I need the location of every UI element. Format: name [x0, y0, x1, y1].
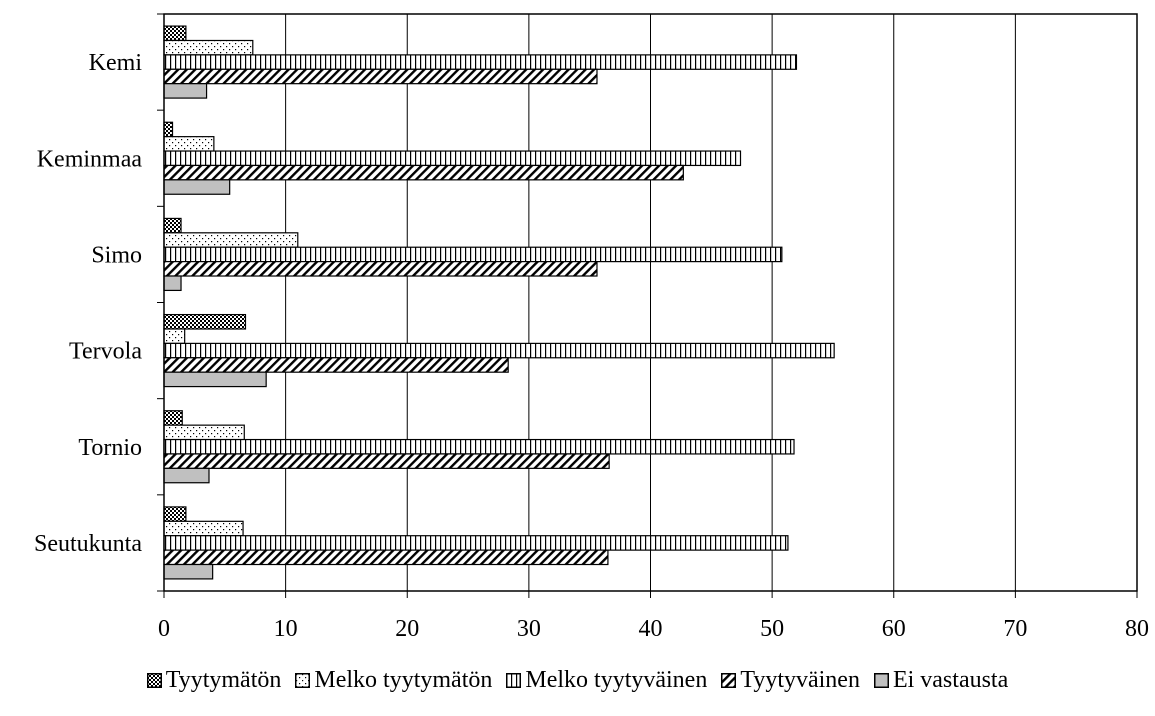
- bar-keminmaa-checker-dark: [163, 121, 174, 138]
- bar-simo-vertical-lines: [163, 246, 783, 263]
- bar-simo-dots: [163, 232, 299, 248]
- bar-seutukunta-diagonal-lines: [163, 549, 609, 566]
- bar-keminmaa-solid-gray: [163, 179, 231, 195]
- bar-tornio-checker-dark: [163, 410, 183, 426]
- x-tick-label-0: 0: [158, 616, 170, 642]
- bar-seutukunta-dots: [163, 520, 244, 537]
- legend-swatch-vertical-lines: [506, 673, 522, 688]
- x-tick-label-70: 70: [1003, 616, 1027, 642]
- legend-item-vertical-lines: Melko tyytyväinen: [506, 667, 707, 694]
- bar-simo-checker-dark: [163, 217, 182, 234]
- legend-label: Melko tyytyväinen: [525, 667, 708, 693]
- category-label-seutukunta: Seutukunta: [34, 531, 142, 557]
- x-tick-label-60: 60: [882, 616, 906, 642]
- bar-tornio-solid-gray: [163, 467, 210, 484]
- bar-tervola-diagonal-lines: [163, 357, 509, 373]
- x-tick-label-30: 30: [517, 616, 541, 642]
- x-tick-label-10: 10: [274, 616, 298, 642]
- bar-keminmaa-diagonal-lines: [163, 164, 684, 181]
- bar-kemi-dots: [163, 39, 254, 56]
- x-tick-label-50: 50: [760, 616, 784, 642]
- bar-tervola-solid-gray: [163, 371, 267, 388]
- category-labels: Kemi Keminmaa Simo Tervola Tornio Seutukunta: [34, 50, 142, 557]
- bar-kemi-solid-gray: [163, 83, 208, 99]
- gridlines: [285, 14, 1016, 591]
- legend-swatch-diagonal-lines: [721, 673, 737, 688]
- legend-swatch-dots: [295, 673, 311, 688]
- legend-label: Ei vastausta: [892, 667, 1009, 693]
- legend-label: Tyytyväinen: [740, 667, 860, 693]
- category-label-keminmaa: Keminmaa: [37, 146, 143, 172]
- bar-keminmaa-vertical-lines: [163, 150, 742, 167]
- bar-seutukunta-vertical-lines: [163, 535, 789, 551]
- bar-seutukunta-checker-dark: [163, 506, 187, 522]
- x-tick-label-80: 80: [1125, 616, 1149, 642]
- legend-swatch-checker-dark: [146, 673, 162, 688]
- category-label-tornio: Tornio: [78, 435, 142, 461]
- bar-tornio-diagonal-lines: [163, 453, 610, 469]
- bar-tornio-dots: [163, 424, 245, 441]
- x-tick-label-20: 20: [395, 616, 419, 642]
- bar-seutukunta-solid-gray: [163, 563, 214, 580]
- legend-item-solid-gray: Ei vastausta: [873, 667, 1009, 694]
- x-tick-labels: 0 10 20 30 40 50 60 70 80: [158, 616, 1149, 642]
- legend-swatch-solid-gray: [873, 673, 889, 688]
- category-label-kemi: Kemi: [89, 50, 143, 76]
- bar-tornio-vertical-lines: [163, 438, 795, 455]
- bar-simo-diagonal-lines: [163, 261, 598, 277]
- bar-simo-solid-gray: [163, 275, 182, 292]
- legend-label: Tyytymätön: [165, 667, 282, 693]
- legend: Tyytymätön Melko tyytymätön Melko tyytyväi…: [0, 667, 1155, 694]
- bar-keminmaa-dots: [163, 136, 215, 152]
- bars: [163, 25, 835, 580]
- bar-tervola-vertical-lines: [163, 342, 835, 359]
- legend-label: Melko tyytymätön: [314, 667, 493, 693]
- legend-item-dots: Melko tyytymätön: [295, 667, 492, 694]
- legend-item-diagonal-lines: Tyytyväinen: [721, 667, 860, 694]
- category-label-tervola: Tervola: [69, 339, 142, 365]
- bar-tervola-checker-dark: [163, 313, 247, 330]
- category-label-simo: Simo: [91, 242, 142, 268]
- legend-item-checker-dark: Tyytymätön: [146, 667, 282, 694]
- x-tick-label-40: 40: [639, 616, 663, 642]
- axis-ticks: [157, 13, 1138, 598]
- bar-kemi-vertical-lines: [163, 54, 798, 70]
- bar-kemi-diagonal-lines: [163, 68, 598, 85]
- bar-tervola-dots: [163, 328, 186, 344]
- bar-kemi-checker-dark: [163, 25, 187, 42]
